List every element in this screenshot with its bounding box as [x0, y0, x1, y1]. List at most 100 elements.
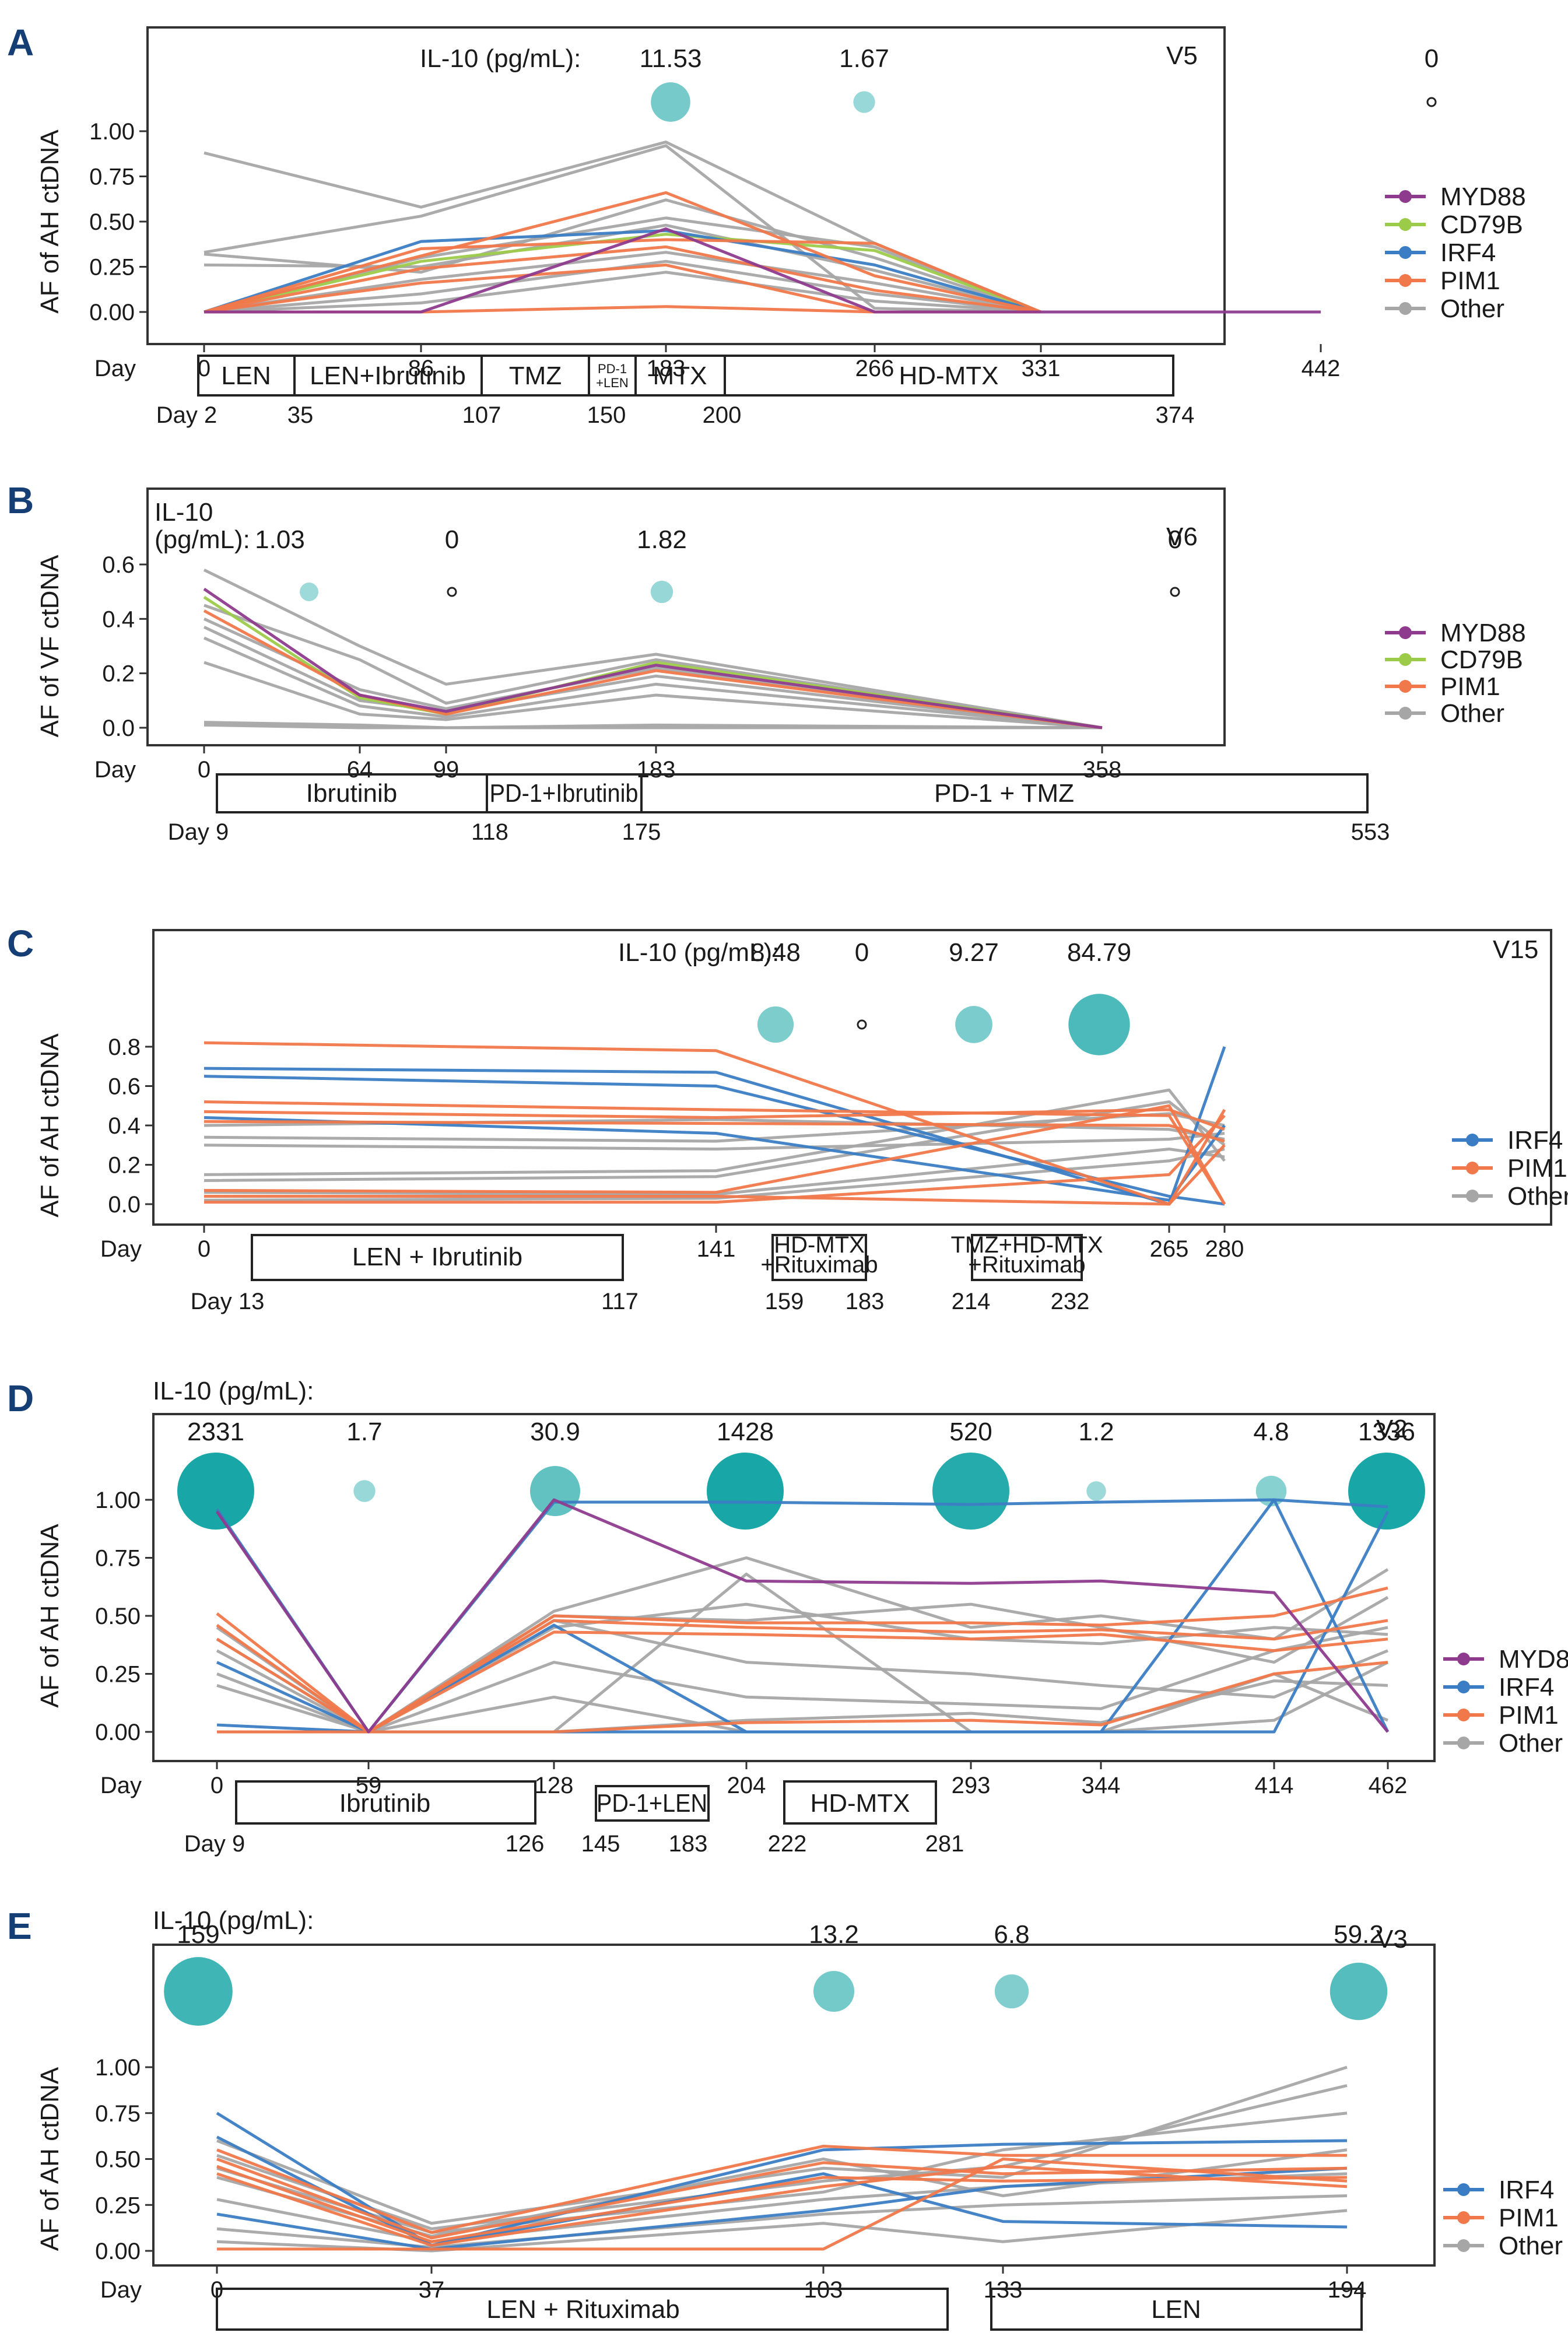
series-line-other	[204, 259, 1041, 314]
treatment-day: 118	[471, 819, 508, 845]
y-tick-label: 0.00	[95, 1720, 141, 1745]
series-line-pim1	[204, 1120, 1225, 1143]
il10-value: 13.2	[809, 1920, 859, 1949]
il10-bubble	[955, 1006, 992, 1043]
il10-value: 0	[1168, 525, 1182, 554]
treatment-label: Ibrutinib	[339, 1789, 431, 1818]
patient-id: V5	[1166, 41, 1198, 70]
il10-value: 1336	[1358, 1418, 1415, 1446]
treatment-label: TMZ+HD-MTX +Rituximab	[950, 1232, 1103, 1278]
x-tick-label: 344	[1082, 1773, 1121, 1798]
il10-unit: (pg/mL):	[155, 525, 250, 554]
y-tick-label: 0.4	[102, 606, 135, 632]
x-axis-label: Day	[94, 356, 136, 381]
y-tick-label: 0.75	[95, 1546, 141, 1572]
x-tick-label: 128	[535, 1773, 574, 1798]
legend-label: MYD88	[1499, 1645, 1568, 1674]
series-line-pim1	[204, 1144, 1226, 1206]
legend-marker-myd88	[1399, 190, 1412, 203]
legend-label: Other	[1499, 1729, 1563, 1758]
patient-id: V15	[1493, 935, 1538, 964]
il10-value: 1.82	[637, 525, 687, 554]
timeline-a: LEN LEN+Ibrutinib TMZ PD-1 +LEN MTX HD-MTX Day …	[156, 355, 1195, 428]
treatment-label: PD-1 + TMZ	[934, 779, 1074, 808]
legend-marker-cd79b	[1399, 653, 1412, 666]
series-line-other	[203, 626, 1103, 729]
legend-label: PIM1	[1440, 266, 1500, 295]
y-tick-label: 0.0	[102, 715, 135, 741]
il10-value: 8.48	[750, 938, 801, 967]
legend-marker-pim1	[1457, 1709, 1470, 1721]
series-line-other	[204, 604, 1103, 729]
x-tick-label: 331	[1022, 356, 1061, 381]
plot-frame	[152, 1944, 1436, 2267]
panel-label: C	[7, 923, 34, 964]
treatment-day: 107	[462, 402, 501, 428]
x-tick-label: 64	[347, 757, 373, 783]
treatment-day: 175	[622, 819, 661, 845]
timeline-b: Ibrutinib PD-1+Ibrutinib PD-1 + TMZ Day 9 11…	[168, 773, 1390, 845]
series-line-cd79b	[204, 233, 1041, 314]
il10-bubble	[857, 1019, 867, 1030]
treatment-label: HD-MTX +Rituximab	[760, 1232, 878, 1278]
panel-b: B V6 IL-10(pg/mL): 1.03 0 1.82 0 0.0 0.2 0.4 0.6 AF…	[7, 479, 1526, 783]
treatment-day: 232	[1051, 1289, 1090, 1314]
y-axis-label: AF of AH ctDNA	[36, 1033, 64, 1218]
il10-bubble	[757, 1006, 794, 1043]
y-tick-label: 1.00	[89, 119, 135, 145]
series-line-other	[204, 723, 1102, 729]
x-tick-label: 99	[433, 757, 459, 783]
legend-marker-myd88	[1399, 626, 1412, 639]
y-tick-label: 0.00	[89, 300, 135, 325]
x-axis-label: Day	[94, 757, 136, 783]
treatment-day: 553	[1351, 819, 1390, 845]
series-line-other	[216, 1626, 1388, 1734]
y-tick-label: 0.50	[95, 1604, 141, 1629]
legend-marker-other	[1457, 1737, 1470, 1749]
plot-frame	[152, 929, 1552, 1226]
y-tick-label: 0.50	[89, 209, 135, 235]
il10-bubble	[1348, 1453, 1425, 1530]
il10-value: 30.9	[530, 1418, 580, 1446]
x-axis-label: Day	[100, 2277, 142, 2303]
il10-bubble	[177, 1453, 254, 1530]
panel-label: A	[7, 22, 34, 64]
series-line-irf4	[216, 2135, 1348, 2247]
patient-id: V2	[1376, 1415, 1408, 1443]
legend-marker-irf4	[1457, 2183, 1470, 2196]
series-line-other	[204, 271, 1041, 314]
legend-marker-other	[1466, 1190, 1479, 1202]
treatment-day: 374	[1156, 402, 1195, 428]
series-line-other	[203, 569, 1103, 729]
plot-frame	[146, 26, 1226, 345]
treatment-label: LEN+Ibrutinib	[310, 362, 466, 390]
il10-label: IL-10 (pg/mL):	[153, 1377, 314, 1405]
series-line-myd88	[203, 587, 1103, 729]
y-tick-label: 0.25	[95, 2193, 141, 2218]
treatment-box	[595, 1785, 710, 1822]
il10-value: 0	[855, 938, 869, 967]
treatment-day: 35	[287, 402, 314, 428]
treatment-box	[251, 1234, 624, 1281]
treatment-box	[771, 1234, 867, 1281]
treatment-box	[235, 1780, 536, 1825]
series-line-pim1	[217, 2158, 1348, 2251]
il10-label: IL-10 (pg/mL):	[420, 44, 581, 73]
series-line-other	[216, 2172, 1348, 2243]
legend-marker-pim1	[1399, 680, 1412, 693]
y-tick-label: 0.4	[108, 1113, 141, 1139]
legend-marker-irf4	[1399, 246, 1412, 259]
treatment-day: 281	[925, 1831, 964, 1857]
x-tick-label: 280	[1205, 1236, 1244, 1262]
timeline-d: Ibrutinib PD-1+LEN HD-MTX Day 9 126 145 183 222…	[184, 1780, 964, 1857]
x-tick-label: 0	[198, 1236, 211, 1262]
treatment-label: LEN	[1151, 2295, 1201, 2324]
treatment-label: TMZ	[509, 362, 562, 390]
il10-value: 4.8	[1253, 1418, 1289, 1446]
il10-value: 59.2	[1334, 1920, 1384, 1949]
x-tick-label: 59	[356, 1773, 382, 1798]
plot-frame	[146, 487, 1226, 746]
il10-bubble	[650, 580, 673, 604]
il10-label: IL-10 (pg/mL):	[153, 1906, 314, 1935]
